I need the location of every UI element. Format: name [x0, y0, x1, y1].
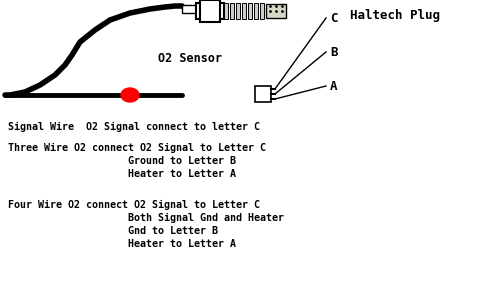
Bar: [224, 3, 228, 19]
Text: Heater to Letter A: Heater to Letter A: [8, 239, 236, 249]
Bar: [182, 5, 196, 13]
Bar: [230, 3, 234, 19]
Text: Three Wire O2 connect O2 Signal to Letter C: Three Wire O2 connect O2 Signal to Lette…: [8, 143, 266, 153]
Bar: [266, 4, 286, 18]
Text: Signal Wire  O2 Signal connect to letter C: Signal Wire O2 Signal connect to letter …: [8, 122, 260, 132]
Text: O2 Sensor: O2 Sensor: [158, 52, 222, 64]
Bar: [254, 3, 258, 19]
Bar: [260, 3, 264, 19]
Text: Haltech Plug: Haltech Plug: [350, 8, 440, 22]
Ellipse shape: [121, 88, 139, 102]
Bar: [200, 0, 220, 22]
Bar: [255, 86, 271, 102]
Text: Ground to Letter B: Ground to Letter B: [8, 156, 236, 166]
Text: Both Signal Gnd and Heater: Both Signal Gnd and Heater: [8, 213, 284, 223]
Text: Four Wire O2 connect O2 Signal to Letter C: Four Wire O2 connect O2 Signal to Letter…: [8, 200, 260, 210]
Bar: [248, 3, 252, 19]
Text: C: C: [330, 11, 338, 25]
Text: Heater to Letter A: Heater to Letter A: [8, 169, 236, 179]
Text: Gnd to Letter B: Gnd to Letter B: [8, 226, 218, 236]
Bar: [236, 3, 240, 19]
Text: B: B: [330, 46, 338, 59]
Text: A: A: [330, 80, 338, 92]
Bar: [196, 3, 224, 19]
Bar: [242, 3, 246, 19]
